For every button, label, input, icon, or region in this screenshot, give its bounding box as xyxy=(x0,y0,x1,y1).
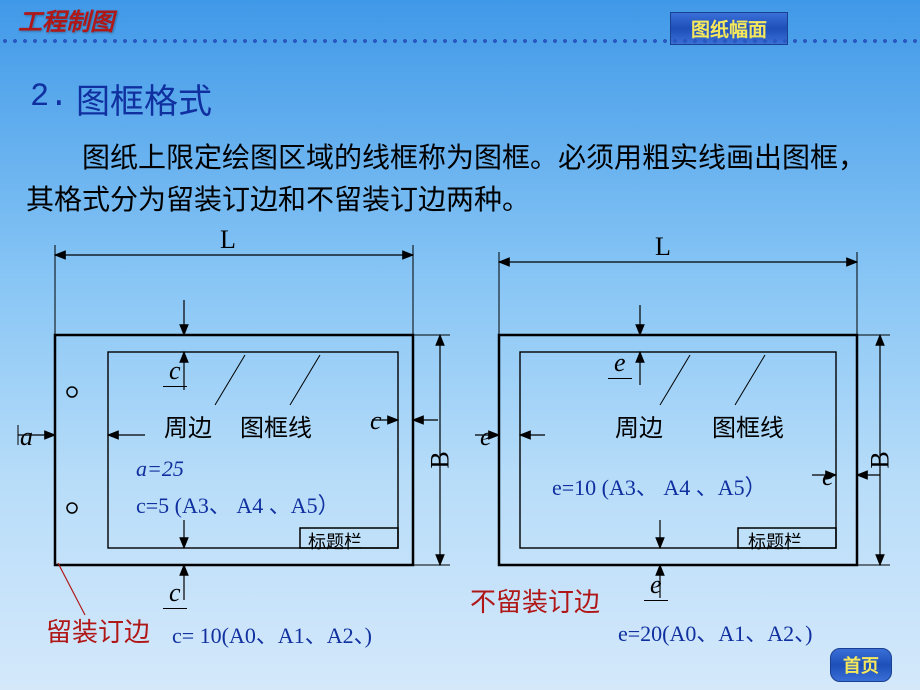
dim-label-e-bottom: e xyxy=(644,570,668,601)
label-inner-right: 图框线 xyxy=(240,408,312,443)
dim-label-e-top: e xyxy=(608,348,632,379)
dim-label-l: L xyxy=(220,225,236,255)
section-title: 图框格式 xyxy=(76,74,212,123)
dim-label-e-right: e xyxy=(822,462,834,492)
note-c5: c=5 (A3、 A4 、A5） xyxy=(136,488,340,520)
caption-right: 不留装订边 xyxy=(470,582,600,619)
note-e10: e=10 (A3、 A4 、A5） xyxy=(552,470,767,502)
page-header-title: 工程制图 xyxy=(18,2,114,37)
divider-dots xyxy=(0,38,920,44)
header: 工程制图 图纸幅面 xyxy=(0,0,920,42)
section-number: 2. xyxy=(30,78,68,115)
title-block-label-right: 标题栏 xyxy=(748,528,802,554)
home-button[interactable]: 首页 xyxy=(830,648,892,682)
dim-label-c-top: c xyxy=(163,356,187,387)
label-inner-right-r: 图框线 xyxy=(712,408,784,443)
dim-label-b: B xyxy=(426,451,456,468)
label-inner-left: 周边 xyxy=(164,408,212,443)
dim-label-b-r: B xyxy=(866,451,896,468)
dim-label-e-left: e xyxy=(480,422,492,452)
dim-label-c-bottom: c xyxy=(163,578,187,609)
diagrams-container: L B a c c c 周边 图框线 标题栏 a=25 c=5 (A3、 A4 … xyxy=(0,220,920,660)
dim-label-l-r: L xyxy=(655,232,671,262)
title-block-label-left: 标题栏 xyxy=(308,528,362,554)
note-a25: a=25 xyxy=(136,456,184,482)
dim-label-c-right: c xyxy=(370,406,382,436)
section-body: 图纸上限定绘图区域的线框称为图框。必须用粗实线画出图框，其格式分为留装订边和不留… xyxy=(26,138,890,222)
caption-left: 留装订边 xyxy=(46,612,150,649)
dim-label-a: a xyxy=(20,422,33,452)
note-e20: e=20(A0、A1、A2、) xyxy=(618,616,813,648)
label-inner-left-r: 周边 xyxy=(615,408,663,443)
note-c10: c= 10(A0、A1、A2、) xyxy=(172,618,372,650)
